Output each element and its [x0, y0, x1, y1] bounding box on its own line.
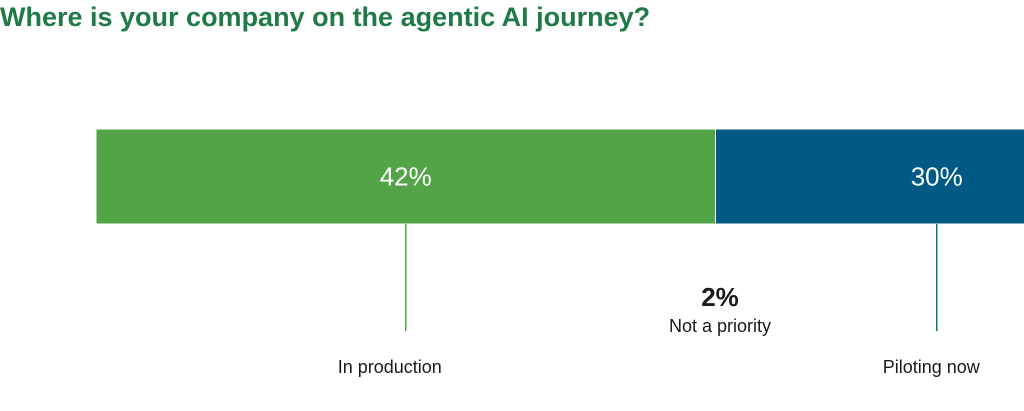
value-label-piloting-now: 30%	[911, 162, 963, 192]
chart-title: Where is your company on the agentic AI …	[0, 2, 651, 32]
bar-segment-piloting-now	[715, 128, 1024, 225]
value-label-not-a-priority: 2%	[701, 282, 739, 312]
category-label-in-production: In production	[338, 357, 442, 377]
bar-segment-in-production	[95, 128, 716, 225]
value-label-in-production: 42%	[380, 162, 432, 192]
category-label-piloting-now: Piloting now	[883, 357, 981, 377]
category-label-not-a-priority: Not a priority	[669, 316, 771, 336]
